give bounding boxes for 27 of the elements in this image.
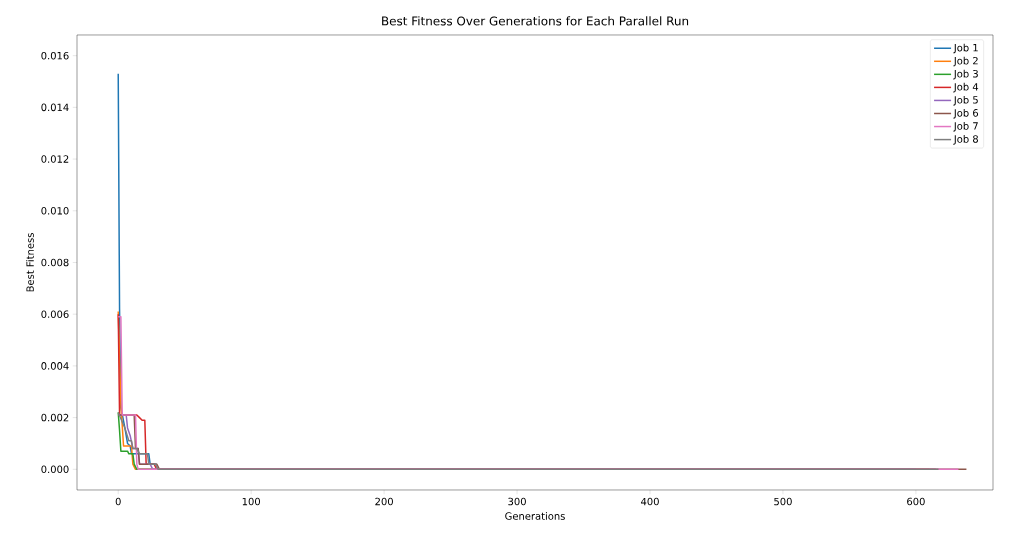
y-tick-label: 0.014 xyxy=(41,103,69,112)
y-tick-label: 0.002 xyxy=(41,413,69,422)
x-tick-label: 600 xyxy=(907,497,925,506)
y-tick-label: 0.008 xyxy=(41,258,69,267)
x-tick-label: 300 xyxy=(508,497,526,506)
legend-label: Job 7 xyxy=(953,122,978,132)
x-tick-label: 100 xyxy=(242,497,261,506)
x-tick-label: 500 xyxy=(774,497,792,506)
y-tick-label: 0.010 xyxy=(41,207,69,215)
x-tick-label: 0 xyxy=(115,497,121,506)
x-tick-label: 200 xyxy=(375,497,393,506)
x-axis-title: Generations xyxy=(505,512,565,520)
y-tick-label: 0.006 xyxy=(41,310,69,318)
legend-label: Job 8 xyxy=(953,135,978,145)
chart-title: Best Fitness Over Generations for Each Parallel Run xyxy=(382,16,689,26)
legend-label: Job 4 xyxy=(953,82,979,93)
y-tick-label: 0.004 xyxy=(41,362,69,370)
y-tick-label: 0.000 xyxy=(41,465,69,474)
legend-label: Job 2 xyxy=(953,56,978,67)
x-tick-label: 400 xyxy=(640,497,659,506)
y-tick-label: 0.012 xyxy=(41,155,69,163)
y-axis-title: Best Fitness xyxy=(26,233,34,292)
y-tick-label: 0.016 xyxy=(41,51,69,60)
legend-label: Job 5 xyxy=(953,95,978,106)
legend-label: Job 3 xyxy=(953,69,978,80)
legend-label: Job 1 xyxy=(953,43,978,54)
legend-label: Job 6 xyxy=(953,108,979,119)
